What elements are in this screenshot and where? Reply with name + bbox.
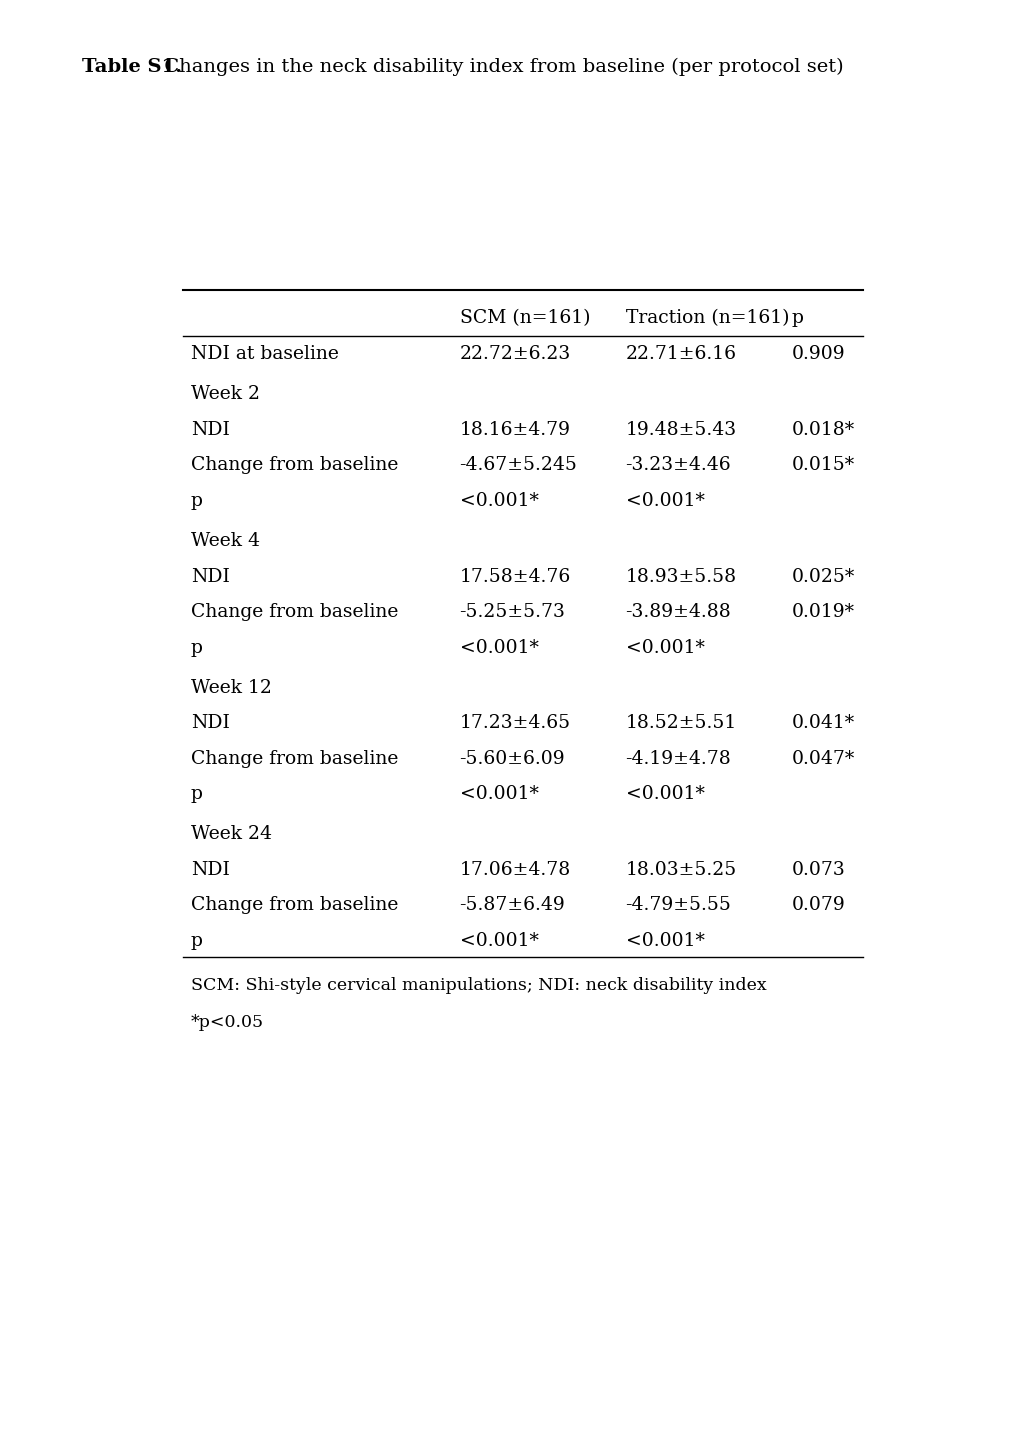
- Text: p: p: [191, 492, 203, 509]
- Text: NDI at baseline: NDI at baseline: [191, 345, 338, 364]
- Text: -5.25±5.73: -5.25±5.73: [459, 603, 565, 620]
- Text: 0.019*: 0.019*: [791, 603, 854, 620]
- Text: <0.001*: <0.001*: [625, 932, 704, 949]
- Text: p: p: [191, 639, 203, 657]
- Text: 0.041*: 0.041*: [791, 714, 854, 732]
- Text: <0.001*: <0.001*: [459, 932, 538, 949]
- Text: 18.16±4.79: 18.16±4.79: [459, 421, 570, 439]
- Text: 17.23±4.65: 17.23±4.65: [459, 714, 570, 732]
- Text: -3.23±4.46: -3.23±4.46: [625, 456, 731, 475]
- Text: <0.001*: <0.001*: [625, 639, 704, 657]
- Text: SCM (n=161): SCM (n=161): [459, 309, 589, 326]
- Text: -4.79±5.55: -4.79±5.55: [625, 896, 731, 915]
- Text: Week 24: Week 24: [191, 825, 271, 843]
- Text: <0.001*: <0.001*: [625, 785, 704, 804]
- Text: Week 4: Week 4: [191, 532, 260, 550]
- Text: Change from baseline: Change from baseline: [191, 750, 397, 768]
- Text: 17.58±4.76: 17.58±4.76: [459, 567, 571, 586]
- Text: 18.52±5.51: 18.52±5.51: [625, 714, 736, 732]
- Text: p: p: [191, 785, 203, 804]
- Text: Change from baseline: Change from baseline: [191, 896, 397, 915]
- Text: <0.001*: <0.001*: [459, 785, 538, 804]
- Text: 19.48±5.43: 19.48±5.43: [625, 421, 736, 439]
- Text: Change from baseline: Change from baseline: [191, 456, 397, 475]
- Text: 0.015*: 0.015*: [791, 456, 854, 475]
- Text: 0.909: 0.909: [791, 345, 845, 364]
- Text: NDI: NDI: [191, 421, 229, 439]
- Text: 18.03±5.25: 18.03±5.25: [625, 861, 736, 879]
- Text: SCM: Shi-style cervical manipulations; NDI: neck disability index: SCM: Shi-style cervical manipulations; N…: [191, 977, 765, 994]
- Text: Traction (n=161): Traction (n=161): [625, 309, 789, 326]
- Text: Change from baseline: Change from baseline: [191, 603, 397, 620]
- Text: Week 12: Week 12: [191, 678, 271, 697]
- Text: <0.001*: <0.001*: [459, 639, 538, 657]
- Text: -4.19±4.78: -4.19±4.78: [625, 750, 731, 768]
- Text: Changes in the neck disability index from baseline (per protocol set): Changes in the neck disability index fro…: [158, 58, 843, 76]
- Text: 0.047*: 0.047*: [791, 750, 854, 768]
- Text: 22.71±6.16: 22.71±6.16: [625, 345, 736, 364]
- Text: -5.60±6.09: -5.60±6.09: [459, 750, 565, 768]
- Text: -4.67±5.245: -4.67±5.245: [459, 456, 577, 475]
- Text: NDI: NDI: [191, 714, 229, 732]
- Text: NDI: NDI: [191, 567, 229, 586]
- Text: <0.001*: <0.001*: [459, 492, 538, 509]
- Text: 0.018*: 0.018*: [791, 421, 854, 439]
- Text: p: p: [791, 309, 803, 326]
- Text: Table S1.: Table S1.: [82, 58, 181, 75]
- Text: Week 2: Week 2: [191, 385, 260, 404]
- Text: 0.079: 0.079: [791, 896, 845, 915]
- Text: 0.025*: 0.025*: [791, 567, 854, 586]
- Text: p: p: [191, 932, 203, 949]
- Text: -3.89±4.88: -3.89±4.88: [625, 603, 731, 620]
- Text: NDI: NDI: [191, 861, 229, 879]
- Text: 18.93±5.58: 18.93±5.58: [625, 567, 736, 586]
- Text: 17.06±4.78: 17.06±4.78: [459, 861, 571, 879]
- Text: -5.87±6.49: -5.87±6.49: [459, 896, 565, 915]
- Text: 22.72±6.23: 22.72±6.23: [459, 345, 571, 364]
- Text: *p<0.05: *p<0.05: [191, 1013, 264, 1030]
- Text: 0.073: 0.073: [791, 861, 845, 879]
- Text: <0.001*: <0.001*: [625, 492, 704, 509]
